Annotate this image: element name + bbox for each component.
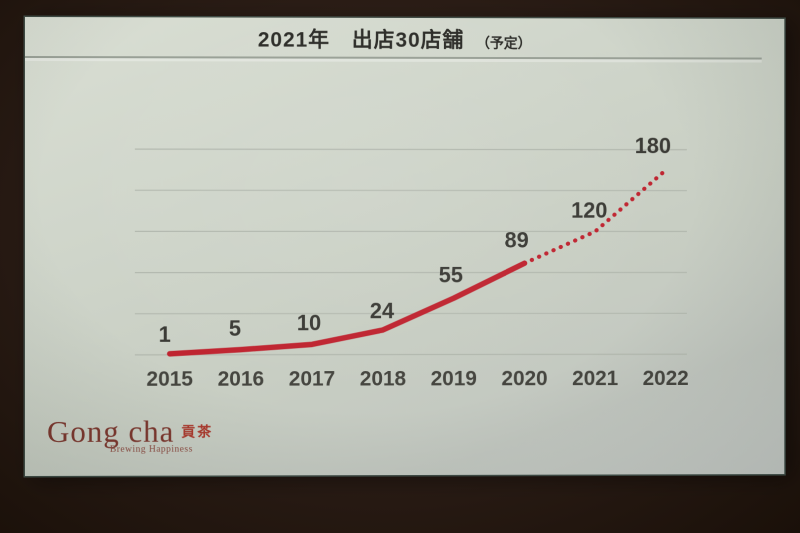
gongcha-tagline: Brewing Happiness [109,444,193,455]
gongcha-wordmark: Gong cha [46,413,175,449]
x-tick-label: 2018 [360,367,407,390]
data-label: 89 [505,227,529,252]
data-label: 5 [229,316,241,341]
x-tick-label: 2021 [572,367,618,390]
x-tick-label: 2017 [289,368,335,391]
x-tick-label: 2022 [643,367,689,390]
data-label: 55 [439,262,463,287]
data-label: 120 [571,198,607,223]
x-tick-label: 2016 [218,368,264,391]
data-label: 10 [297,310,321,335]
actual-line [170,263,525,354]
gongcha-hanzi-mark: 貢茶 [181,423,214,440]
data-label: 180 [635,133,671,158]
presentation-slide: 2021年 出店30店舗 （予定） 1 5 10 24 55 89 120 180 2015 20… [25,17,785,476]
store-count-line-chart: 1 5 10 24 55 89 120 180 2015 2016 2017 2018 2019 2020… [25,133,784,391]
data-label: 1 [159,322,171,347]
data-label: 24 [370,298,395,323]
x-tick-label: 2019 [431,367,477,390]
gongcha-logo-row: Gong cha 貢茶 [46,413,214,449]
x-tick-label: 2020 [501,367,547,390]
gridline [135,354,687,355]
gridline [135,149,687,150]
x-tick-label: 2015 [146,368,193,391]
gongcha-logo: Gong cha 貢茶 Brewing Happiness [46,413,214,456]
